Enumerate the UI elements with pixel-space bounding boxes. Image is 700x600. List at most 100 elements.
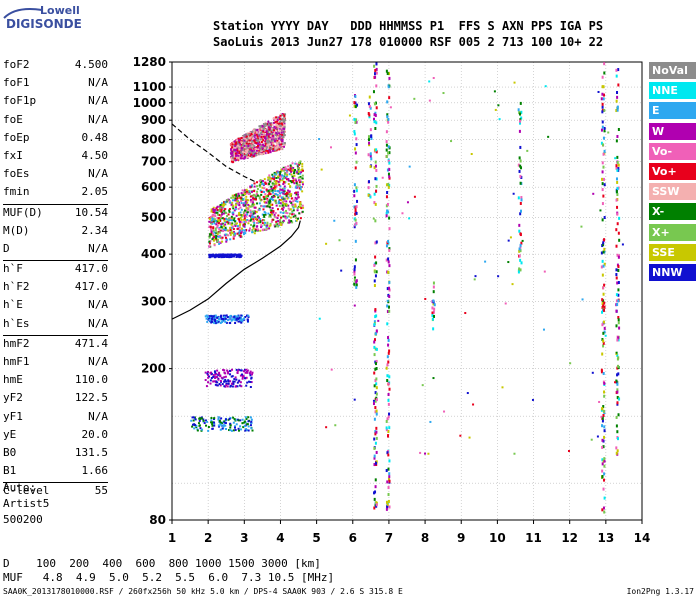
echo-point (484, 260, 487, 263)
echo-point (279, 129, 282, 132)
echo-point (234, 225, 237, 228)
echo-point (295, 162, 298, 165)
echo-point (227, 198, 230, 201)
x-tick-label: 11 (525, 531, 542, 545)
echo-point (388, 459, 391, 463)
echo-point (298, 187, 301, 190)
echo-point (433, 303, 436, 307)
echo-point (372, 217, 375, 220)
echo-point (201, 428, 204, 431)
echo-point (282, 219, 285, 222)
echo-point (300, 186, 303, 189)
echo-point (269, 134, 272, 137)
x-tick-label: 9 (457, 531, 465, 545)
echo-point (274, 180, 277, 183)
param-label: fxI (3, 148, 23, 162)
echo-point (249, 137, 252, 140)
echo-point (252, 227, 255, 230)
echo-point (237, 214, 240, 217)
echo-point (236, 141, 239, 144)
echo-point (238, 256, 241, 259)
echo-point (292, 206, 295, 209)
echo-point (373, 102, 376, 106)
echo-point (274, 146, 277, 149)
echo-point (243, 223, 246, 226)
echo-point (270, 187, 273, 190)
echo-point (282, 192, 285, 195)
echo-point (278, 183, 281, 186)
echo-point (249, 149, 252, 152)
echo-point (273, 176, 276, 179)
echo-point (278, 178, 281, 181)
echo-point (217, 320, 220, 323)
echo-point (238, 379, 241, 382)
echo-point (616, 205, 619, 209)
echo-point (260, 135, 263, 138)
echo-point (603, 394, 606, 398)
echo-point (207, 426, 210, 429)
echo-point (223, 209, 226, 212)
echo-point (230, 375, 233, 378)
echo-point (234, 144, 237, 147)
echo-point (244, 149, 247, 152)
echo-point (295, 216, 298, 219)
echo-point (277, 171, 280, 174)
echo-point (521, 239, 524, 242)
echo-point (239, 211, 242, 214)
echo-point (231, 318, 234, 321)
echo-point (244, 221, 247, 224)
echo-point (281, 177, 284, 180)
echo-point (279, 114, 282, 117)
echo-point (250, 216, 253, 219)
echo-point (602, 445, 605, 449)
echo-point (296, 191, 299, 194)
echo-point (615, 379, 618, 383)
echo-point (256, 215, 259, 218)
echo-point (236, 202, 239, 205)
echo-point (283, 182, 286, 185)
echo-point (375, 503, 378, 507)
echo-point (617, 293, 620, 297)
echo-point (621, 243, 624, 246)
echo-point (603, 464, 606, 468)
echo-point (245, 314, 248, 317)
y-tick-label: 900 (141, 113, 166, 127)
echo-point (252, 216, 255, 219)
echo-point (268, 176, 271, 179)
echo-point (276, 139, 279, 142)
echo-point (251, 429, 254, 432)
echo-point (241, 156, 244, 159)
echo-point (272, 149, 275, 152)
echo-point (272, 210, 275, 213)
param-separator (3, 334, 108, 336)
echo-point (227, 253, 230, 256)
echo-point (251, 231, 254, 234)
echo-point (603, 457, 606, 461)
echo-point (243, 143, 246, 146)
echo-point (387, 305, 390, 309)
echo-point (208, 240, 211, 243)
autoscaling-info: Auto: Artist5 500200 (3, 480, 49, 528)
echo-point (615, 324, 618, 328)
echo-point (256, 221, 259, 224)
echo-point (259, 125, 262, 128)
echo-point (259, 179, 262, 182)
param-row: foF1p N/A (3, 94, 108, 112)
echo-point (432, 285, 435, 289)
legend-item-nne: NNE (649, 82, 696, 100)
echo-point (388, 247, 391, 251)
echo-point (270, 213, 273, 216)
echo-point (257, 133, 260, 136)
echo-point (259, 148, 262, 151)
echo-point (374, 255, 377, 259)
echo-point (387, 260, 390, 264)
echo-point (257, 142, 260, 145)
echo-point (284, 176, 287, 179)
echo-point (602, 339, 605, 343)
param-label: D (3, 241, 10, 255)
echo-point (245, 376, 248, 379)
echo-point (601, 338, 604, 342)
echo-point (368, 95, 371, 99)
echo-point (279, 117, 282, 120)
echo-point (269, 147, 272, 150)
